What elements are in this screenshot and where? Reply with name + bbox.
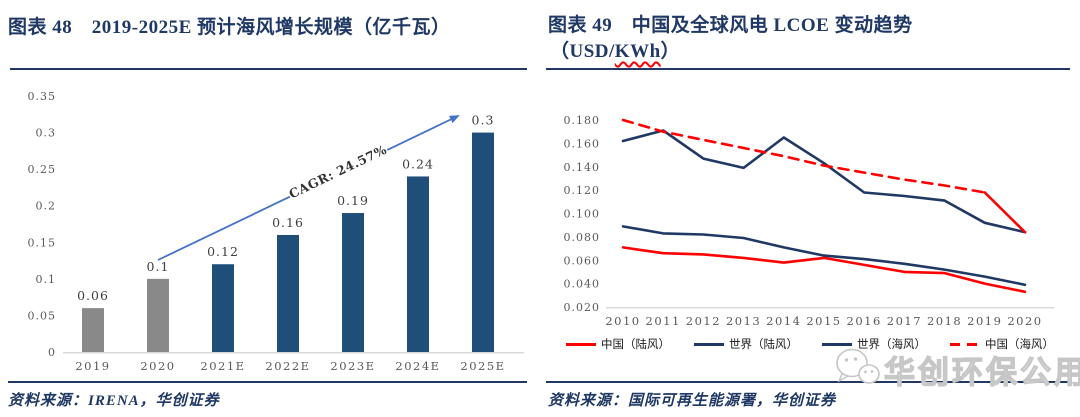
bar-2020 (147, 278, 169, 352)
line-series-中国（陆风） (621, 246, 1027, 294)
bar-value-label: 0.16 (272, 215, 304, 230)
x-axis-tick: 2018 (927, 314, 962, 328)
x-axis-tick: 2019 (967, 314, 1002, 328)
x-axis-tick: 2024E (395, 359, 440, 373)
line-series-世界（陆风） (621, 225, 1027, 287)
right-source-note: 资料来源：国际可再生能源署，华创证券 (548, 393, 837, 409)
right-figure-title-line1: 图表 49 中国及全球风电 LCOE 变动趋势 (548, 15, 913, 36)
bar-value-label: 0.19 (337, 193, 369, 208)
bar-value-label: 0.3 (472, 113, 495, 128)
chart-legend: 中国（陆风） 世界（陆风） 世界（海风） 中国（海风） (548, 336, 1072, 352)
y-axis-tick: 0.140 (564, 161, 601, 174)
y-axis-tick: 0.060 (564, 254, 601, 267)
legend-item: 中国（海风） (950, 336, 1054, 352)
legend-marker-solid (566, 342, 596, 346)
y-axis-tick: 0.2 (36, 200, 57, 213)
x-axis-tick: 2013 (726, 314, 761, 328)
y-axis-tick: 0.1 (36, 273, 57, 286)
x-axis-tick: 2022E (265, 359, 310, 373)
x-axis-tick: 2019 (75, 359, 110, 373)
right-top-rule (546, 68, 1070, 70)
legend-marker-solid (822, 342, 852, 346)
y-axis-tick: 0.180 (564, 114, 601, 127)
title-unit-suffix: ） (660, 41, 681, 62)
bar-2024E (407, 176, 429, 352)
line-series-世界（海风） (621, 129, 1027, 234)
y-axis-tick: 0.120 (564, 184, 601, 197)
x-axis-tick: 2014 (766, 314, 801, 328)
bar-value-label: 0.24 (402, 156, 434, 171)
y-axis-tick: 0.25 (28, 163, 57, 176)
bar-value-label: 0.12 (207, 244, 239, 259)
bar-value-label: 0.06 (77, 288, 109, 303)
x-axis-tick: 2025E (460, 359, 505, 373)
legend-marker-solid (694, 342, 724, 346)
y-axis-tick: 0.100 (564, 208, 601, 221)
bar-value-label: 0.1 (147, 259, 170, 274)
watermark: 华创环保公用 (834, 346, 1080, 393)
x-axis-tick: 2011 (646, 314, 681, 328)
legend-label: 世界（海风） (857, 339, 926, 351)
x-axis-tick: 2023E (330, 359, 375, 373)
line-series-dashed-中国（海风） (621, 118, 987, 194)
bar-2021E (212, 264, 234, 352)
left-source-note: 资料来源：IRENA，华创证券 (8, 393, 220, 409)
left-top-rule (10, 68, 527, 70)
x-axis-tick: 2021E (200, 359, 245, 373)
title-unit-kwh-spellcheck: KWh (614, 41, 661, 62)
right-bottom-rule (546, 381, 1072, 383)
y-axis-tick: 0.35 (28, 90, 57, 103)
legend-label: 中国（海风） (985, 339, 1054, 351)
x-axis-tick: 2015 (806, 314, 841, 328)
left-figure-title: 图表 48 2019-2025E 预计海风增长规模（亿千瓦） (8, 17, 451, 38)
bar-2022E (277, 234, 299, 352)
wechat-icon (834, 346, 880, 393)
bar-chart: 0 0.05 0.1 0.15 0.2 0.25 0.3 0.35 0.06 2019 0.1 202… (28, 90, 524, 373)
bar-2023E (342, 213, 364, 352)
legend-item: 世界（海风） (822, 336, 926, 352)
title-unit-prefix: （USD/ (550, 41, 615, 62)
y-axis-tick: 0.080 (564, 231, 601, 244)
x-axis-tick: 2020 (1007, 314, 1042, 328)
left-bottom-rule (8, 381, 527, 383)
y-axis-tick: 0 (48, 346, 56, 359)
legend-item: 世界（陆风） (694, 336, 798, 352)
y-axis-tick: 0.15 (28, 236, 57, 249)
bar-2025E (472, 132, 494, 352)
line-chart: 0.020 0.040 0.060 0.080 0.100 0.120 0.140 0.160… (564, 114, 1054, 328)
legend-marker-dashed (950, 342, 980, 346)
x-axis-tick: 2016 (847, 314, 882, 328)
x-axis-tick: 2020 (140, 359, 175, 373)
legend-label: 世界（陆风） (729, 339, 798, 351)
legend-label: 中国（陆风） (601, 339, 670, 351)
line-series-tail-中国（海风） (983, 191, 1027, 234)
y-axis-tick: 0.020 (564, 301, 601, 314)
y-axis-tick: 0.3 (36, 127, 57, 140)
right-figure-title-line2: （USD/KWh） (550, 36, 680, 63)
y-axis-tick: 0.05 (28, 309, 57, 322)
y-axis-tick: 0.040 (564, 278, 601, 291)
y-axis-tick: 0.160 (564, 137, 601, 150)
bar-2019 (82, 308, 104, 352)
x-axis-tick: 2017 (887, 314, 922, 328)
watermark-text: 华创环保公用 (883, 354, 1080, 390)
legend-item: 中国（陆风） (566, 336, 670, 352)
x-axis-tick: 2012 (686, 314, 721, 328)
x-axis-tick: 2010 (605, 314, 640, 328)
